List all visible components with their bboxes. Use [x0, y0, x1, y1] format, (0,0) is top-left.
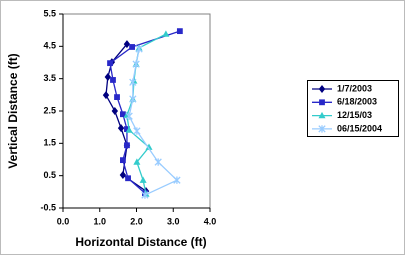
marker: [114, 94, 120, 100]
marker: [124, 126, 130, 133]
marker: [141, 191, 149, 199]
legend-label: 1/7/2003: [337, 83, 372, 93]
marker: [129, 78, 137, 86]
marker: [111, 107, 119, 115]
legend-label: 6/18/2003: [337, 97, 377, 107]
y-tick-label: 4.5: [43, 41, 56, 51]
x-axis-label: Horizontal Distance (ft): [75, 235, 206, 249]
y-axis-label: Vertical Distance (ft): [6, 53, 20, 168]
marker: [119, 171, 127, 180]
marker: [173, 176, 181, 184]
marker: [120, 157, 126, 164]
marker: [154, 158, 162, 166]
x-tick-label: 3.0: [167, 216, 180, 226]
marker: [125, 126, 133, 133]
marker: [132, 60, 140, 68]
marker: [162, 30, 170, 37]
legend-marker: [319, 99, 325, 106]
marker: [107, 60, 113, 67]
marker: [110, 77, 116, 83]
legend-marker: [318, 85, 326, 93]
marker: [145, 143, 153, 150]
y-tick-label: 3.5: [43, 73, 56, 83]
marker: [120, 111, 126, 118]
legend-marker: [318, 125, 326, 133]
legend-label: 06/15/2004: [337, 123, 382, 133]
marker: [135, 45, 143, 53]
y-tick-label: 0.5: [43, 170, 56, 180]
legend-marker: [318, 111, 326, 119]
marker: [133, 127, 141, 135]
x-tick-label: 4.0: [204, 216, 217, 226]
y-tick-label: 1.5: [43, 138, 56, 148]
marker: [139, 176, 147, 183]
marker: [129, 44, 135, 50]
y-tick-label: 5.5: [43, 8, 56, 18]
marker: [102, 91, 110, 100]
marker: [129, 95, 137, 103]
marker: [123, 40, 131, 49]
x-tick-label: 2.0: [130, 216, 143, 226]
marker: [133, 158, 141, 165]
x-tick-label: 0.0: [57, 216, 70, 226]
marker: [176, 28, 183, 35]
y-tick-label: 2.5: [43, 105, 56, 115]
y-tick-label: -0.5: [40, 202, 56, 212]
marker: [104, 73, 112, 82]
marker: [124, 142, 130, 149]
marker: [125, 175, 131, 182]
marker: [125, 112, 133, 120]
legend-label: 12/15/03: [337, 110, 372, 120]
x-tick-label: 1.0: [93, 216, 106, 226]
marker: [117, 124, 125, 133]
